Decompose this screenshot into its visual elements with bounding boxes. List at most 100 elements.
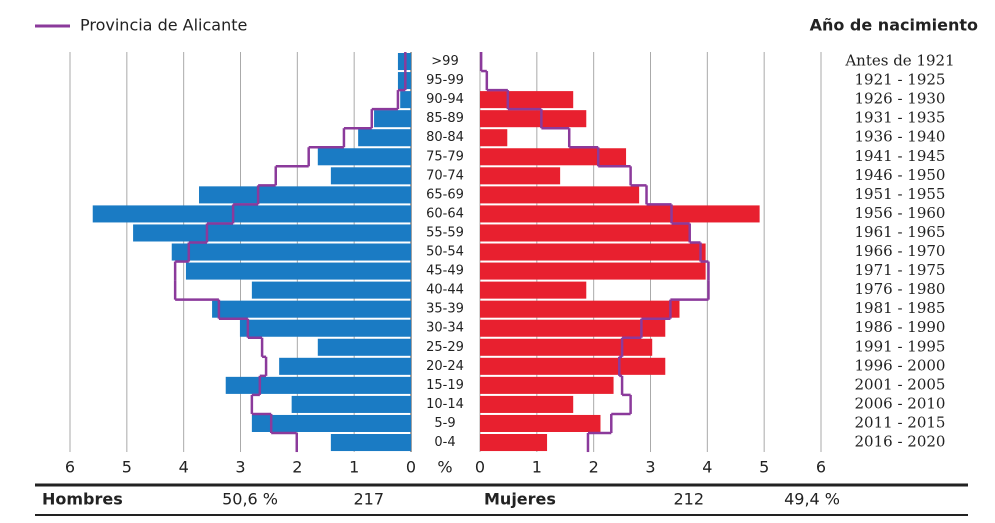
bar: [251, 281, 411, 299]
bar: [480, 205, 760, 223]
bar: [400, 91, 411, 109]
footer-name: Mujeres: [484, 490, 556, 509]
birth-year-label: 1976 - 1980: [855, 280, 946, 298]
bar: [185, 262, 411, 280]
birth-year-label: 1936 - 1940: [855, 128, 946, 146]
age-label: >99: [431, 54, 458, 69]
birth-year-label: 1926 - 1930: [855, 90, 946, 108]
x-tick-label: 5: [122, 458, 132, 477]
footer-share: 50,6 %: [222, 490, 278, 509]
legend-label: Provincia de Alicante: [80, 16, 247, 35]
birth-year-label: 1981 - 1985: [855, 299, 946, 317]
footer-count: 212: [673, 490, 704, 509]
x-tick-label: 4: [702, 458, 712, 477]
bar: [480, 167, 561, 185]
birth-year-label: 1961 - 1965: [855, 223, 946, 241]
x-tick-label: 2: [292, 458, 302, 477]
birth-year-label: 1996 - 2000: [855, 356, 946, 374]
bar: [317, 148, 411, 166]
x-tick-label: 3: [235, 458, 245, 477]
bar: [133, 224, 411, 242]
bar: [374, 110, 411, 128]
birth-year-label: 1971 - 1975: [855, 261, 946, 279]
age-label: 55-59: [426, 225, 464, 240]
bar: [480, 224, 691, 242]
age-label: 0-4: [434, 435, 455, 450]
birth-year-label: 1986 - 1990: [855, 318, 946, 336]
bar: [480, 91, 574, 109]
age-label: 60-64: [426, 206, 464, 221]
age-label: 90-94: [426, 92, 464, 107]
footer-count: 217: [353, 490, 384, 509]
bar: [358, 129, 411, 147]
bar: [291, 395, 411, 413]
bar: [480, 338, 653, 356]
bar: [480, 110, 587, 128]
age-label: 75-79: [426, 149, 464, 164]
bar: [279, 357, 411, 375]
age-label: 80-84: [426, 130, 464, 145]
x-tick-label: 5: [759, 458, 769, 477]
birth-year-label: Antes de 1921: [844, 52, 954, 70]
footer-share: 49,4 %: [784, 490, 840, 509]
bar: [480, 434, 548, 452]
birth-year-label: 1921 - 1925: [855, 71, 946, 89]
bar: [317, 338, 411, 356]
bar: [330, 167, 411, 185]
bar: [480, 319, 666, 337]
x-tick-label: 1: [532, 458, 542, 477]
age-label: 40-44: [426, 283, 464, 298]
age-label: 70-74: [426, 168, 464, 183]
birth-year-label: 1991 - 1995: [855, 337, 946, 355]
age-label: 50-54: [426, 245, 464, 260]
bar: [251, 414, 411, 432]
x-tick-label: 3: [645, 458, 655, 477]
birth-year-label: 2006 - 2010: [855, 394, 946, 412]
bar: [480, 243, 706, 261]
bar: [92, 205, 411, 223]
age-label: 35-39: [426, 302, 464, 317]
x-tick-label: 1: [349, 458, 359, 477]
birth-year-label: 1956 - 1960: [855, 204, 946, 222]
age-label: 95-99: [426, 73, 464, 88]
birth-year-label: 2016 - 2020: [855, 433, 946, 451]
bar: [480, 414, 601, 432]
bar: [171, 243, 411, 261]
birth-year-label: 1966 - 1970: [855, 242, 946, 260]
age-label: 10-14: [426, 397, 464, 412]
birth-year-label: 1946 - 1950: [855, 166, 946, 184]
age-label: 65-69: [426, 187, 464, 202]
bar: [330, 434, 411, 452]
bar: [480, 148, 627, 166]
age-label: 30-34: [426, 321, 464, 336]
birth-year-label: 1941 - 1945: [855, 147, 946, 165]
birth-year-label: 2001 - 2005: [855, 375, 946, 393]
x-tick-label: 2: [589, 458, 599, 477]
age-label: 85-89: [426, 111, 464, 126]
bar: [480, 357, 666, 375]
birth-year-label: 2011 - 2015: [855, 413, 946, 431]
x-tick-label: 0: [406, 458, 416, 477]
age-label: 25-29: [426, 340, 464, 355]
birth-year-title: Año de nacimiento: [810, 16, 978, 35]
bar: [239, 319, 411, 337]
bar: [480, 186, 640, 204]
footer-name: Hombres: [42, 490, 123, 509]
age-label: 15-19: [426, 378, 464, 393]
x-tick-label: 6: [65, 458, 75, 477]
bar: [480, 129, 508, 147]
bar: [480, 281, 587, 299]
bar: [480, 262, 706, 280]
bar: [225, 376, 411, 394]
age-label: 45-49: [426, 264, 464, 279]
birth-year-label: 1931 - 1935: [855, 109, 946, 127]
bar: [480, 395, 574, 413]
bar: [480, 300, 680, 318]
x-tick-label: 6: [816, 458, 826, 477]
age-label: 20-24: [426, 359, 464, 374]
axis-unit: %: [437, 458, 452, 477]
x-tick-label: 0: [475, 458, 485, 477]
bar: [212, 300, 411, 318]
bar: [199, 186, 411, 204]
